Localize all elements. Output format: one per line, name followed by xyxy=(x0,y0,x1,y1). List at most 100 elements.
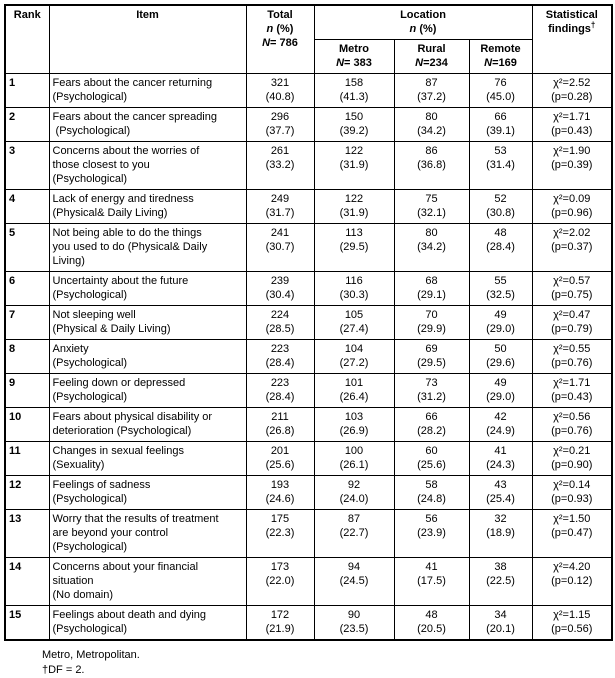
remote-cell: 32 (18.9) xyxy=(468,509,533,558)
total-cell: 261 (33.2) xyxy=(245,141,315,190)
rural-cell: 68 (29.1) xyxy=(393,271,470,306)
statistical-findings-cell: χ²=2.52 (p=0.28) xyxy=(531,73,613,108)
statistical-findings-cell: χ²=0.14 (p=0.93) xyxy=(531,475,613,510)
total-cell: 193 (24.6) xyxy=(245,475,315,510)
rank-cell: 11 xyxy=(4,441,50,476)
rural-cell: 66 (28.2) xyxy=(393,407,470,442)
total-cell: 172 (21.9) xyxy=(245,605,315,641)
total-cell: 173 (22.0) xyxy=(245,557,315,606)
table-row: 4 Lack of energy and tiredness (Physical& … xyxy=(4,189,613,224)
remote-cell: 42 (24.9) xyxy=(468,407,533,442)
metro-cell: 122 (31.9) xyxy=(313,189,395,224)
metro-cell: 92 (24.0) xyxy=(313,475,395,510)
statistical-findings-cell: χ²=2.02 (p=0.37) xyxy=(531,223,613,272)
table-row: 13 Worry that the results of treatment are… xyxy=(4,509,613,558)
statistical-findings-cell: χ²=1.71 (p=0.43) xyxy=(531,373,613,408)
rural-cell: 86 (36.8) xyxy=(393,141,470,190)
rural-cell: 87 (37.2) xyxy=(393,73,470,108)
location-title: Location xyxy=(400,9,446,21)
table-row: 6 Uncertainty about the future (Psychologi… xyxy=(4,271,613,306)
rural-cell: 75 (32.1) xyxy=(393,189,470,224)
metro-cell: 90 (23.5) xyxy=(313,605,395,641)
rank-cell: 6 xyxy=(4,271,50,306)
table-row: 9 Feeling down or depressed (Psychological… xyxy=(4,373,613,408)
remote-cell: 49 (29.0) xyxy=(468,305,533,340)
header-row-location-subcolumns: Metro N= 383 Rural N=234 Remote N=169 xyxy=(5,39,612,74)
rural-cell: 48 (20.5) xyxy=(393,605,470,641)
table-row: 2 Fears about the cancer spreading (Psych… xyxy=(4,107,613,142)
col-header-location: Location n (%) xyxy=(313,4,533,40)
rank-cell: 4 xyxy=(4,189,50,224)
total-cell: 224 (28.5) xyxy=(245,305,315,340)
metro-cell: 158 (41.3) xyxy=(313,73,395,108)
total-n-line: n (%) xyxy=(266,23,294,35)
statistical-findings-cell: χ²=1.71 (p=0.43) xyxy=(531,107,613,142)
remote-cell: 55 (32.5) xyxy=(468,271,533,306)
metro-cell: 116 (30.3) xyxy=(313,271,395,306)
remote-cell: 48 (28.4) xyxy=(468,223,533,272)
table-row: 10 Fears about physical disability or dete… xyxy=(4,407,613,442)
table-row: 8 Anxiety (Psychological) 223 (28.4) 104 (27.2… xyxy=(4,339,613,374)
rural-cell: 58 (24.8) xyxy=(393,475,470,510)
rural-cell: 60 (25.6) xyxy=(393,441,470,476)
table-body: 1 Fears about the cancer returning (Psycho… xyxy=(4,73,613,641)
rank-cell: 2 xyxy=(4,107,50,142)
total-N-line: N= 786 xyxy=(262,37,298,49)
rank-cell: 12 xyxy=(4,475,50,510)
remote-cell: 34 (20.1) xyxy=(468,605,533,641)
item-cell: Fears about the cancer returning (Psychol… xyxy=(48,73,247,108)
table-row: 3 Concerns about the worries of those clos… xyxy=(4,141,613,190)
rural-cell: 69 (29.5) xyxy=(393,339,470,374)
remote-cell: 41 (24.3) xyxy=(468,441,533,476)
concerns-by-location-table: Rank Item Total n (%) N= 786 Location n … xyxy=(4,4,614,641)
total-cell: 223 (28.4) xyxy=(245,339,315,374)
table-header: Rank Item Total n (%) N= 786 Location n … xyxy=(4,4,613,74)
remote-cell: 43 (25.4) xyxy=(468,475,533,510)
rank-cell: 13 xyxy=(4,509,50,558)
item-cell: Lack of energy and tiredness (Physical& D… xyxy=(48,189,247,224)
rank-cell: 1 xyxy=(4,73,50,108)
rank-cell: 5 xyxy=(4,223,50,272)
rank-cell: 8 xyxy=(4,339,50,374)
rank-cell: 3 xyxy=(4,141,50,190)
item-cell: Not being able to do the things you used … xyxy=(48,223,247,272)
col-header-metro: Metro N= 383 xyxy=(313,39,395,74)
remote-cell: 76 (45.0) xyxy=(468,73,533,108)
col-header-rank: Rank xyxy=(4,4,50,74)
table-row: 7 Not sleeping well (Physical & Daily Livi… xyxy=(4,305,613,340)
statistical-findings-cell: χ²=1.90 (p=0.39) xyxy=(531,141,613,190)
remote-cell: 66 (39.1) xyxy=(468,107,533,142)
item-cell: Feelings of sadness (Psychological) xyxy=(48,475,247,510)
item-cell: Concerns about your financial situation (N… xyxy=(48,557,247,606)
statistical-findings-cell: χ²=0.09 (p=0.96) xyxy=(531,189,613,224)
rural-cell: 73 (31.2) xyxy=(393,373,470,408)
col-header-total: Total n (%) N= 786 xyxy=(245,4,315,74)
item-cell: Feelings about death and dying (Psycholog… xyxy=(48,605,247,641)
total-cell: 201 (25.6) xyxy=(245,441,315,476)
item-cell: Uncertainty about the future (Psychologic… xyxy=(48,271,247,306)
item-cell: Changes in sexual feelings (Sexuality) xyxy=(48,441,247,476)
total-cell: 175 (22.3) xyxy=(245,509,315,558)
table-row: 14 Concerns about your financial situation… xyxy=(4,557,613,606)
footnote-metro-abbreviation: Metro, Metropolitan. xyxy=(42,649,140,661)
remote-cell: 52 (30.8) xyxy=(468,189,533,224)
table-row: 11 Changes in sexual feelings (Sexuality) 2… xyxy=(4,441,613,476)
stats-title-line1: Statistical xyxy=(545,9,598,21)
footnote-degrees-of-freedom: †DF = 2. xyxy=(42,664,85,676)
table-row: 12 Feelings of sadness (Psychological) 193(… xyxy=(4,475,613,510)
statistical-findings-cell: χ²=0.55 (p=0.76) xyxy=(531,339,613,374)
metro-cell: 105 (27.4) xyxy=(313,305,395,340)
footnotes: Metro, Metropolitan. †DF = 2. xyxy=(42,648,615,678)
rural-cell: 80 (34.2) xyxy=(393,223,470,272)
item-cell: Not sleeping well (Physical & Daily Livin… xyxy=(48,305,247,340)
remote-cell: 38 (22.5) xyxy=(468,557,533,606)
table-row: 5 Not being able to do the things you used… xyxy=(4,223,613,272)
metro-cell: 113 (29.5) xyxy=(313,223,395,272)
statistical-findings-cell: χ²=0.57 (p=0.75) xyxy=(531,271,613,306)
item-cell: Fears about physical disability or deteri… xyxy=(48,407,247,442)
statistical-findings-cell: χ²=4.20 (p=0.12) xyxy=(531,557,613,606)
col-header-item: Item xyxy=(48,4,247,74)
remote-cell: 53 (31.4) xyxy=(468,141,533,190)
rural-cell: 41 (17.5) xyxy=(393,557,470,606)
